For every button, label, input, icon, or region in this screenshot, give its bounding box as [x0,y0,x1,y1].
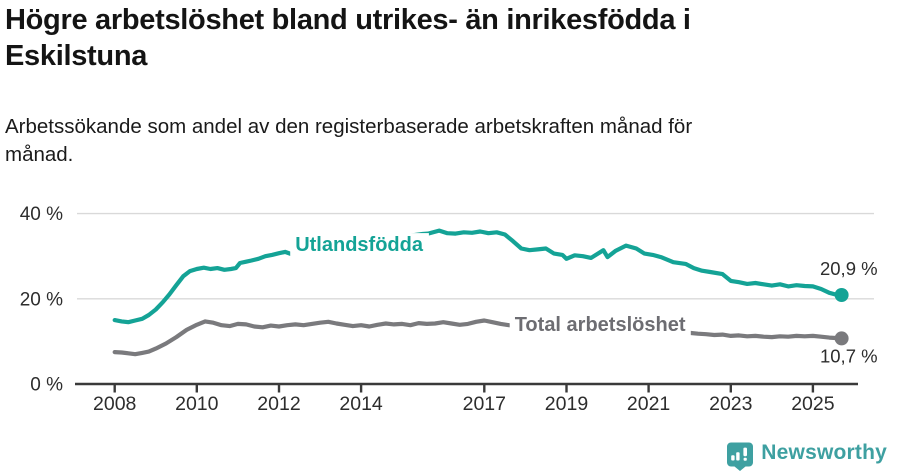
series-end-value-label-0: 20,9 % [820,258,878,279]
y-axis-tick-label: 20 % [20,289,63,310]
page-title: Högre arbetslöshet bland utrikes- än inr… [5,2,865,74]
x-axis-tick-label: 2010 [175,393,219,415]
x-axis-tick-label: 2012 [257,393,300,415]
subtitle-line-1: Arbetssökande som andel av den registerb… [5,115,693,138]
x-axis-tick-label: 2019 [545,393,588,415]
x-axis-tick-label: 2014 [339,393,383,415]
logo-bar-2 [736,451,740,460]
subtitle-line-2: månad. [5,143,74,166]
series-label-0: Utlandsfödda [295,234,424,256]
label-backdrop-0 [290,233,429,258]
title-line-2: Eskilstuna [5,40,148,72]
chart-subtitle: Arbetssökande som andel av den registerb… [5,113,845,169]
y-axis-tick-label: 0 % [30,375,63,396]
logo-exclamation-dot [743,457,748,461]
series-line-1 [112,318,844,357]
x-axis-tick-label: 2021 [627,393,670,415]
series-label-1: Total arbetslöshet [515,314,686,336]
newsworthy-logo-icon [727,442,754,471]
series-end-dot-1 [834,331,849,346]
series-line-0 [112,228,844,325]
x-axis-tick-label: 2023 [709,393,752,415]
x-axis-tick-label: 2025 [791,393,835,415]
newsworthy-brand-link[interactable]: Newsworthy [726,441,887,471]
y-axis-tick-label: 40 % [20,204,63,225]
label-backdrop-1 [509,313,691,338]
x-axis-tick-label: 2008 [93,393,136,415]
x-axis-tick-label: 2017 [463,393,506,415]
title-line-1: Högre arbetslöshet bland utrikes- än inr… [5,4,691,36]
brand-name: Newsworthy [761,441,887,464]
series-end-dot-0 [834,288,849,302]
series-end-value-label-1: 10,7 % [820,345,878,366]
logo-bar-1 [731,454,735,460]
unemployment-line-chart: 0 % 20 % 40 % 2008 2010 2012 2014 2017 2019 2021 2… [20,204,878,415]
logo-exclamation-bar [743,447,748,456]
